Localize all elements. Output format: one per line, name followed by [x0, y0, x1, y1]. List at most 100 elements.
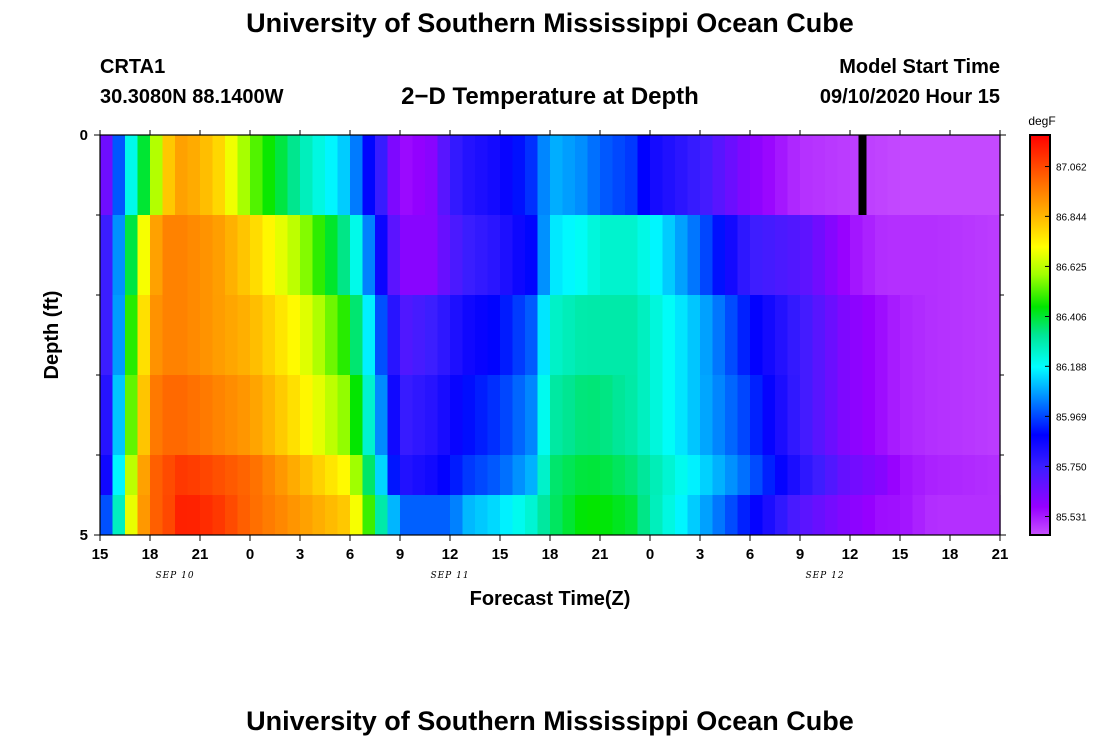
heatmap-cell [175, 215, 189, 295]
heatmap-cell [500, 135, 514, 215]
heatmap-cell [462, 135, 476, 215]
heatmap-cell [962, 215, 976, 295]
heatmap-cell [225, 135, 239, 215]
heatmap-cell [825, 495, 839, 535]
heatmap-cell [400, 495, 414, 535]
heatmap-cell [212, 215, 226, 295]
heatmap-cell [612, 215, 626, 295]
heatmap-cell [525, 375, 539, 455]
date-label: SEP 11 [430, 571, 469, 581]
heatmap-cell [212, 375, 226, 455]
heatmap-cell [312, 135, 326, 215]
heatmap-cell [425, 215, 439, 295]
heatmap-cell [400, 135, 414, 215]
heatmap-cell [537, 375, 551, 455]
heatmap-cell [425, 295, 439, 375]
heatmap-cell [262, 375, 276, 455]
heatmap-cell [362, 375, 376, 455]
heatmap-cell [600, 295, 614, 375]
heatmap-cell [875, 215, 889, 295]
heatmap-cell [162, 215, 176, 295]
heatmap-cell [850, 295, 864, 375]
heatmap-cell [875, 375, 889, 455]
heatmap-cell [500, 495, 514, 535]
heatmap-cell [725, 295, 739, 375]
heatmap-cell [537, 295, 551, 375]
heatmap-cell [137, 135, 151, 215]
heatmap-cell [287, 375, 301, 455]
heatmap-cell [600, 495, 614, 535]
heatmap-cell [312, 495, 326, 535]
x-tick-label: 0 [246, 546, 254, 563]
heatmap-cell [900, 495, 914, 535]
heatmap-cell [512, 495, 526, 535]
heatmap-cell [237, 215, 251, 295]
heatmap-cell [212, 295, 226, 375]
heatmap-cell [525, 135, 539, 215]
heatmap-cell [887, 495, 901, 535]
heatmap-cell [100, 495, 114, 535]
heatmap-cell [200, 215, 214, 295]
heatmap-cell [737, 215, 751, 295]
y-axis-label: Depth (ft) [41, 291, 63, 380]
heatmap-cell [650, 135, 664, 215]
heatmap-cell [637, 215, 651, 295]
heatmap-cell [775, 495, 789, 535]
heatmap-cell [100, 135, 114, 215]
heatmap-cell [912, 375, 926, 455]
heatmap-cell [225, 495, 239, 535]
colorbar-tick-label: 86.844 [1056, 212, 1087, 223]
heatmap-cell [712, 135, 726, 215]
heatmap-cell [850, 375, 864, 455]
heatmap-cell [687, 495, 701, 535]
heatmap-cell [775, 375, 789, 455]
heatmap-cell [400, 215, 414, 295]
heatmap-cell [787, 215, 801, 295]
heatmap-cell [762, 215, 776, 295]
heatmap-cell [437, 375, 451, 455]
heatmap-cell [700, 375, 714, 455]
heatmap-cell [275, 215, 289, 295]
heatmap-cell [950, 135, 964, 215]
date-label: SEP 12 [805, 571, 844, 581]
heatmap-cell [737, 135, 751, 215]
heatmap-cell [787, 495, 801, 535]
heatmap-cell [337, 135, 351, 215]
heatmap-cell [412, 135, 426, 215]
heatmap-cell [850, 495, 864, 535]
heatmap-cell [787, 135, 801, 215]
heatmap-cell [725, 215, 739, 295]
x-tick-label: 15 [492, 546, 509, 563]
heatmap-cell [275, 135, 289, 215]
heatmap-cell [787, 295, 801, 375]
heatmap-cell [125, 375, 139, 455]
heatmap-cell [562, 215, 576, 295]
heatmap-cell [262, 135, 276, 215]
heatmap-cell [987, 495, 1001, 535]
heatmap-cell [187, 215, 201, 295]
heatmap-cell [475, 135, 489, 215]
heatmap-cell [387, 135, 401, 215]
heatmap-cell [225, 215, 239, 295]
heatmap-cell [112, 215, 126, 295]
heatmap-cell [200, 135, 214, 215]
heatmap-cell [600, 215, 614, 295]
x-tick-label: 9 [796, 546, 804, 563]
heatmap-cell [237, 295, 251, 375]
heatmap-cell [937, 295, 951, 375]
heatmap-cell [325, 215, 339, 295]
heatmap-cell [737, 495, 751, 535]
x-tick-label: 21 [592, 546, 609, 563]
station-coordinates: 30.3080N 88.1400W [100, 86, 284, 108]
heatmap-cell [325, 295, 339, 375]
heatmap-cell [925, 215, 939, 295]
y-tick-label: 5 [80, 527, 88, 544]
heatmap-cell [750, 375, 764, 455]
heatmap-cell [350, 215, 364, 295]
heatmap-cell [850, 215, 864, 295]
heatmap-cell [125, 295, 139, 375]
heatmap-cell [237, 495, 251, 535]
heatmap-cell [812, 495, 826, 535]
heatmap-cell [612, 375, 626, 455]
